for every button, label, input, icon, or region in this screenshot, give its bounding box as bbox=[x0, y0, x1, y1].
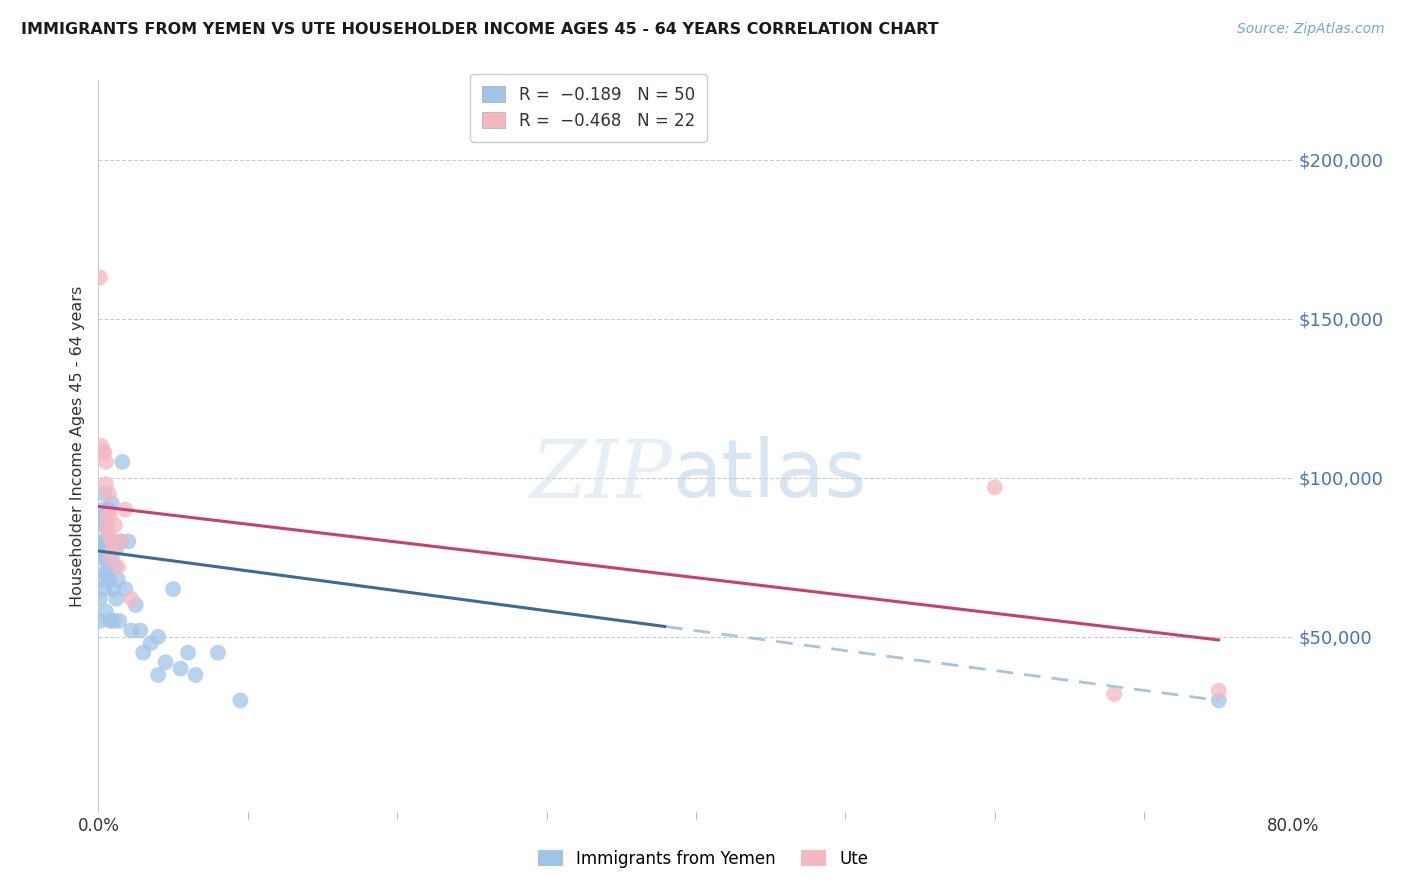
Point bbox=[104, 518, 127, 533]
Legend: Immigrants from Yemen, Ute: Immigrants from Yemen, Ute bbox=[531, 844, 875, 875]
Point bbox=[94, 604, 117, 618]
Point bbox=[107, 573, 129, 587]
Point bbox=[97, 528, 120, 542]
Text: Source: ZipAtlas.com: Source: ZipAtlas.com bbox=[1237, 22, 1385, 37]
Point bbox=[101, 496, 124, 510]
Point bbox=[98, 614, 122, 628]
Point bbox=[90, 439, 112, 453]
Point bbox=[98, 508, 122, 523]
Point bbox=[91, 518, 114, 533]
Point bbox=[96, 518, 118, 533]
Point bbox=[97, 486, 120, 500]
Point bbox=[101, 550, 124, 565]
Point bbox=[120, 624, 142, 638]
Point bbox=[148, 668, 170, 682]
Point bbox=[103, 582, 125, 596]
Text: ZIP: ZIP bbox=[530, 436, 672, 514]
Point bbox=[105, 541, 128, 555]
Point bbox=[103, 614, 125, 628]
Point bbox=[101, 534, 124, 549]
Point bbox=[103, 534, 125, 549]
Point bbox=[1208, 693, 1230, 707]
Point bbox=[105, 591, 128, 606]
Point bbox=[104, 559, 127, 574]
Point bbox=[207, 646, 229, 660]
Text: IMMIGRANTS FROM YEMEN VS UTE HOUSEHOLDER INCOME AGES 45 - 64 YEARS CORRELATION C: IMMIGRANTS FROM YEMEN VS UTE HOUSEHOLDER… bbox=[21, 22, 939, 37]
Point bbox=[89, 591, 111, 606]
Point bbox=[1104, 687, 1126, 701]
Point bbox=[117, 534, 139, 549]
Point bbox=[229, 693, 252, 707]
Point bbox=[93, 508, 115, 523]
Point bbox=[89, 614, 111, 628]
Point bbox=[96, 559, 118, 574]
Point bbox=[90, 534, 112, 549]
Point bbox=[110, 534, 132, 549]
Point bbox=[93, 582, 115, 596]
Point bbox=[1208, 684, 1230, 698]
Point bbox=[155, 655, 177, 669]
Point bbox=[93, 445, 115, 459]
Point bbox=[94, 455, 117, 469]
Point bbox=[132, 646, 155, 660]
Point bbox=[110, 534, 132, 549]
Point bbox=[91, 541, 114, 555]
Point bbox=[184, 668, 207, 682]
Point bbox=[108, 614, 131, 628]
Point bbox=[91, 502, 114, 516]
Point bbox=[96, 518, 118, 533]
Point bbox=[148, 630, 170, 644]
Text: atlas: atlas bbox=[672, 436, 866, 515]
Point bbox=[98, 534, 122, 549]
Y-axis label: Householder Income Ages 45 - 64 years: Householder Income Ages 45 - 64 years bbox=[69, 285, 84, 607]
Point bbox=[984, 480, 1007, 494]
Point bbox=[177, 646, 200, 660]
Point bbox=[94, 477, 117, 491]
Point bbox=[114, 582, 136, 596]
Point bbox=[114, 502, 136, 516]
Point bbox=[97, 573, 120, 587]
Legend: R =  −0.189   N = 50, R =  −0.468   N = 22: R = −0.189 N = 50, R = −0.468 N = 22 bbox=[470, 74, 707, 142]
Point bbox=[97, 502, 120, 516]
Point bbox=[139, 636, 162, 650]
Point bbox=[120, 591, 142, 606]
Point bbox=[169, 662, 191, 676]
Point bbox=[93, 486, 115, 500]
Point bbox=[125, 598, 148, 612]
Point bbox=[107, 559, 129, 574]
Point bbox=[94, 534, 117, 549]
Point bbox=[162, 582, 184, 596]
Point bbox=[129, 624, 152, 638]
Point bbox=[96, 508, 118, 523]
Point bbox=[90, 573, 112, 587]
Point bbox=[91, 445, 114, 459]
Point bbox=[94, 566, 117, 581]
Point bbox=[103, 541, 125, 555]
Point bbox=[98, 550, 122, 565]
Point bbox=[111, 455, 134, 469]
Point bbox=[89, 270, 111, 285]
Point bbox=[90, 550, 112, 565]
Point bbox=[93, 550, 115, 565]
